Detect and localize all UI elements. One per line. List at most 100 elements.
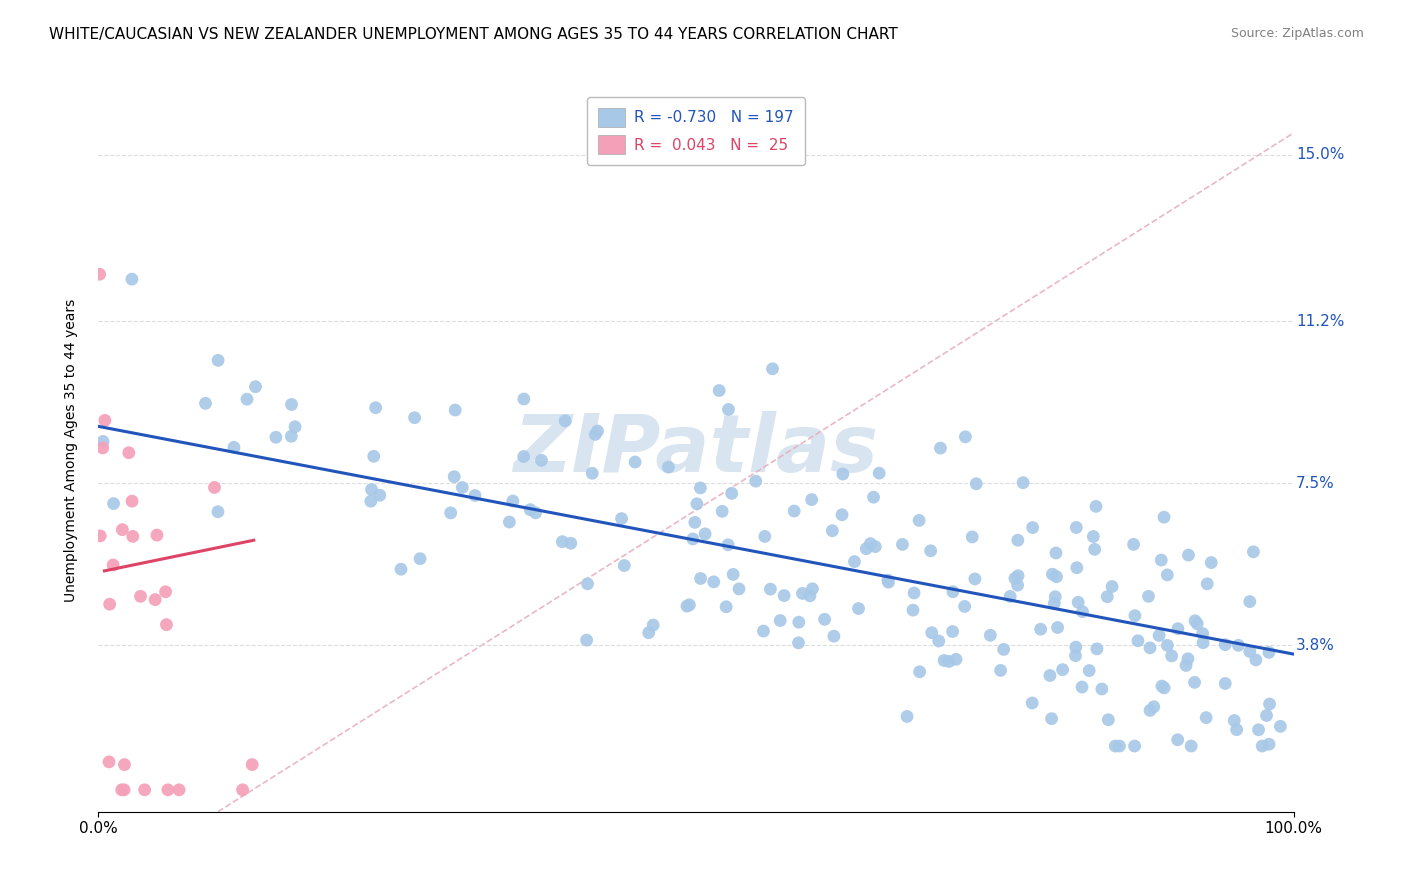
Point bbox=[232, 782, 254, 797]
Point bbox=[560, 536, 582, 550]
Point bbox=[360, 494, 382, 508]
Point bbox=[576, 576, 599, 591]
Point bbox=[1184, 675, 1206, 690]
Point bbox=[524, 506, 547, 520]
Point bbox=[908, 665, 931, 679]
Point bbox=[1223, 714, 1246, 728]
Point bbox=[91, 441, 114, 455]
Text: 15.0%: 15.0% bbox=[1296, 147, 1344, 162]
Point bbox=[1042, 567, 1064, 582]
Point bbox=[1187, 616, 1209, 631]
Point bbox=[752, 624, 775, 638]
Point bbox=[502, 494, 524, 508]
Point bbox=[891, 537, 914, 551]
Point bbox=[610, 511, 633, 525]
Point bbox=[440, 506, 463, 520]
Point bbox=[451, 481, 474, 495]
Point bbox=[945, 652, 967, 666]
Point bbox=[1139, 640, 1161, 655]
Point bbox=[1085, 641, 1108, 656]
Point bbox=[1084, 500, 1107, 514]
Point bbox=[554, 414, 576, 428]
Point bbox=[1251, 739, 1274, 753]
Point bbox=[813, 612, 835, 626]
Point bbox=[1160, 648, 1182, 663]
Point bbox=[103, 497, 125, 511]
Point bbox=[744, 474, 766, 488]
Point bbox=[368, 488, 391, 502]
Point bbox=[1066, 520, 1088, 534]
Y-axis label: Unemployment Among Ages 35 to 44 years: Unemployment Among Ages 35 to 44 years bbox=[63, 299, 77, 602]
Point bbox=[932, 653, 955, 667]
Point bbox=[121, 529, 143, 543]
Point bbox=[993, 642, 1015, 657]
Point bbox=[1139, 703, 1161, 717]
Point bbox=[583, 427, 606, 442]
Point bbox=[953, 599, 976, 614]
Point bbox=[800, 492, 823, 507]
Point bbox=[965, 476, 987, 491]
Point bbox=[821, 524, 844, 538]
Point bbox=[876, 573, 898, 587]
Point bbox=[1101, 580, 1123, 594]
Point bbox=[498, 515, 520, 529]
Point bbox=[581, 467, 603, 481]
Point bbox=[1167, 622, 1189, 636]
Point bbox=[111, 782, 134, 797]
Point bbox=[530, 453, 553, 467]
Point bbox=[363, 450, 385, 464]
Point bbox=[118, 446, 141, 460]
Text: Source: ZipAtlas.com: Source: ZipAtlas.com bbox=[1230, 27, 1364, 40]
Point bbox=[783, 504, 806, 518]
Point bbox=[714, 599, 737, 614]
Text: WHITE/CAUCASIAN VS NEW ZEALANDER UNEMPLOYMENT AMONG AGES 35 TO 44 YEARS CORRELAT: WHITE/CAUCASIAN VS NEW ZEALANDER UNEMPLO… bbox=[49, 27, 898, 42]
Point bbox=[94, 413, 117, 427]
Point bbox=[1244, 653, 1267, 667]
Point bbox=[364, 401, 387, 415]
Point bbox=[831, 508, 853, 522]
Point bbox=[284, 419, 307, 434]
Point bbox=[389, 562, 412, 576]
Point bbox=[1167, 732, 1189, 747]
Point bbox=[1052, 663, 1074, 677]
Point bbox=[1175, 658, 1198, 673]
Point bbox=[112, 782, 135, 797]
Point bbox=[1126, 633, 1149, 648]
Point bbox=[1045, 570, 1067, 584]
Point bbox=[928, 634, 950, 648]
Point bbox=[773, 589, 796, 603]
Point bbox=[575, 633, 598, 648]
Point bbox=[1137, 590, 1160, 604]
Point bbox=[1007, 568, 1029, 582]
Legend: R = -0.730   N = 197, R =  0.043   N =  25: R = -0.730 N = 197, R = 0.043 N = 25 bbox=[588, 97, 804, 165]
Point bbox=[1239, 594, 1261, 608]
Point bbox=[1270, 719, 1292, 733]
Point bbox=[823, 629, 845, 643]
Point bbox=[613, 558, 636, 573]
Point bbox=[264, 430, 287, 444]
Point bbox=[865, 540, 887, 554]
Point bbox=[1021, 520, 1043, 534]
Point bbox=[1156, 639, 1178, 653]
Point bbox=[1071, 680, 1094, 694]
Point bbox=[1097, 590, 1119, 604]
Point bbox=[1258, 697, 1281, 711]
Point bbox=[721, 567, 744, 582]
Point bbox=[1213, 676, 1236, 690]
Point bbox=[877, 575, 900, 590]
Point bbox=[156, 782, 179, 797]
Point bbox=[1256, 708, 1278, 723]
Point bbox=[89, 267, 111, 281]
Point bbox=[908, 513, 931, 527]
Point bbox=[643, 618, 665, 632]
Point bbox=[1066, 560, 1088, 574]
Point bbox=[155, 617, 177, 632]
Point bbox=[204, 480, 226, 494]
Point bbox=[859, 536, 882, 550]
Point bbox=[1241, 545, 1264, 559]
Point bbox=[404, 410, 426, 425]
Point bbox=[155, 584, 177, 599]
Point bbox=[848, 601, 870, 615]
Point bbox=[682, 532, 704, 546]
Text: 11.2%: 11.2% bbox=[1296, 314, 1344, 329]
